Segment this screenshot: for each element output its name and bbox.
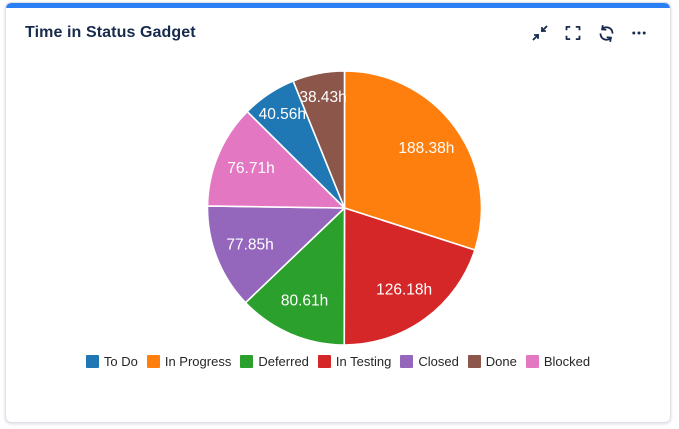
legend-item-done[interactable]: Done: [467, 354, 517, 369]
legend-swatch-done: [467, 355, 481, 368]
minimize-button[interactable]: [531, 24, 549, 42]
more-button[interactable]: [630, 24, 648, 42]
slice-label-in-progress: 188.38h: [398, 140, 454, 157]
legend-label-in-testing: In Testing: [335, 354, 392, 369]
chart-legend: To Do In Progress Deferred In Testing Closed…: [6, 354, 670, 369]
legend-item-to-do[interactable]: To Do: [85, 354, 138, 369]
legend-item-in-testing[interactable]: In Testing: [317, 354, 392, 369]
refresh-button[interactable]: [597, 24, 615, 42]
collapse-arrows-icon: [532, 25, 548, 41]
slice-label-in-testing: 126.18h: [376, 282, 432, 299]
legend-swatch-closed: [400, 355, 414, 368]
legend-label-in-progress: In Progress: [164, 354, 232, 369]
pie-slice-closed[interactable]: [206, 205, 346, 304]
card-title: Time in Status Gadget: [25, 24, 196, 41]
legend-label-deferred: Deferred: [258, 354, 309, 369]
slice-label-deferred: 80.61h: [281, 293, 328, 310]
pie-slice-deferred[interactable]: [244, 207, 346, 346]
legend-item-in-progress[interactable]: In Progress: [146, 354, 232, 369]
legend-swatch-deferred: [240, 355, 254, 368]
fullscreen-button[interactable]: [564, 24, 582, 42]
legend-swatch-in-testing: [317, 355, 331, 368]
slice-label-to-do: 40.56h: [259, 106, 306, 123]
legend-item-deferred[interactable]: Deferred: [240, 354, 309, 369]
legend-label-blocked: Blocked: [543, 354, 591, 369]
ellipsis-icon: [632, 31, 646, 35]
slice-label-done: 38.43h: [299, 89, 346, 106]
pie-slice-in-progress[interactable]: [343, 70, 483, 251]
refresh-icon: [599, 24, 613, 42]
pie-slice-done[interactable]: [292, 70, 346, 209]
slice-label-blocked: 76.71h: [227, 160, 274, 177]
pie-slice-in-testing[interactable]: [343, 207, 476, 346]
slice-label-closed: 77.85h: [226, 237, 273, 254]
legend-item-blocked[interactable]: Blocked: [525, 354, 591, 369]
legend-swatch-to-do: [85, 355, 99, 368]
legend-label-closed: Closed: [418, 354, 459, 369]
legend-swatch-blocked: [525, 355, 539, 368]
legend-swatch-in-progress: [146, 355, 160, 368]
pie-slice-blocked[interactable]: [206, 110, 346, 209]
card-header: Time in Status Gadget: [6, 8, 670, 58]
pie-chart: 188.38h 126.18h 80.61h 77.85h 76.71h 40.56h38…: [206, 70, 483, 346]
gadget-card: Time in Status Gadget: [5, 2, 671, 423]
legend-item-closed[interactable]: Closed: [400, 354, 459, 369]
fullscreen-brackets-icon: [565, 26, 581, 40]
card-toolbar: [531, 24, 648, 42]
accent-bar: [6, 3, 670, 8]
legend-label-done: Done: [485, 354, 517, 369]
legend-label-to-do: To Do: [103, 354, 138, 369]
